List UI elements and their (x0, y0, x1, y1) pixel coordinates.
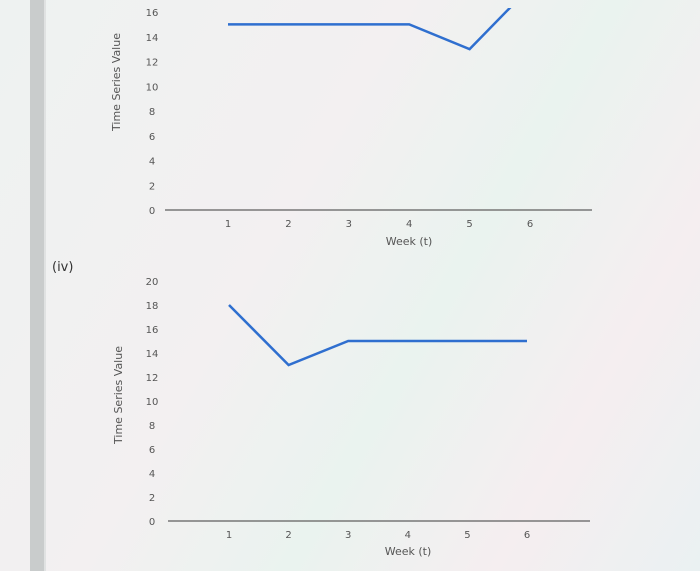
series-line (228, 8, 512, 51)
y-tick-label: 0 (149, 517, 155, 528)
y-tick-label: 12 (146, 373, 159, 384)
y-tick-label: 14 (146, 349, 159, 360)
x-tick-label: 3 (345, 530, 351, 541)
y-tick-label: 10 (146, 82, 159, 93)
y-tick-label: 8 (149, 421, 155, 432)
y-tick-label: 18 (146, 301, 159, 312)
y-tick-label: 0 (149, 206, 155, 217)
x-axis-label: Week (t) (386, 235, 433, 248)
x-tick-label: 5 (464, 530, 470, 541)
y-tick-label: 2 (149, 493, 155, 504)
y-tick-label: 12 (146, 58, 159, 69)
x-tick-label: 2 (285, 530, 291, 541)
x-axis-label: Week (t) (385, 545, 432, 558)
x-tick-label: 4 (406, 219, 412, 230)
y-tick-label: 4 (149, 157, 155, 168)
x-tick-label: 5 (466, 219, 472, 230)
y-tick-label: 14 (146, 33, 159, 44)
window-edge-bar (30, 0, 44, 571)
y-axis-label: Time Series Value (110, 33, 123, 132)
y-tick-label: 16 (146, 8, 159, 19)
series-line (228, 304, 527, 367)
y-tick-label: 6 (149, 132, 155, 143)
y-tick-label: 2 (149, 181, 155, 192)
y-tick-label: 10 (146, 397, 159, 408)
y-tick-label: 4 (149, 469, 155, 480)
x-tick-label: 6 (527, 219, 533, 230)
x-tick-label: 3 (346, 219, 352, 230)
y-tick-label: 20 (146, 277, 159, 288)
x-tick-label: 4 (405, 530, 411, 541)
x-tick-label: 6 (524, 530, 530, 541)
y-axis-label: Time Series Value (112, 346, 125, 445)
x-tick-label: 1 (225, 219, 231, 230)
y-tick-label: 8 (149, 107, 155, 118)
part-label: (iv) (52, 260, 74, 275)
y-tick-label: 16 (146, 325, 159, 336)
y-tick-label: 6 (149, 445, 155, 456)
x-tick-label: 1 (226, 530, 232, 541)
window-edge-divider (44, 0, 46, 571)
x-tick-label: 2 (285, 219, 291, 230)
